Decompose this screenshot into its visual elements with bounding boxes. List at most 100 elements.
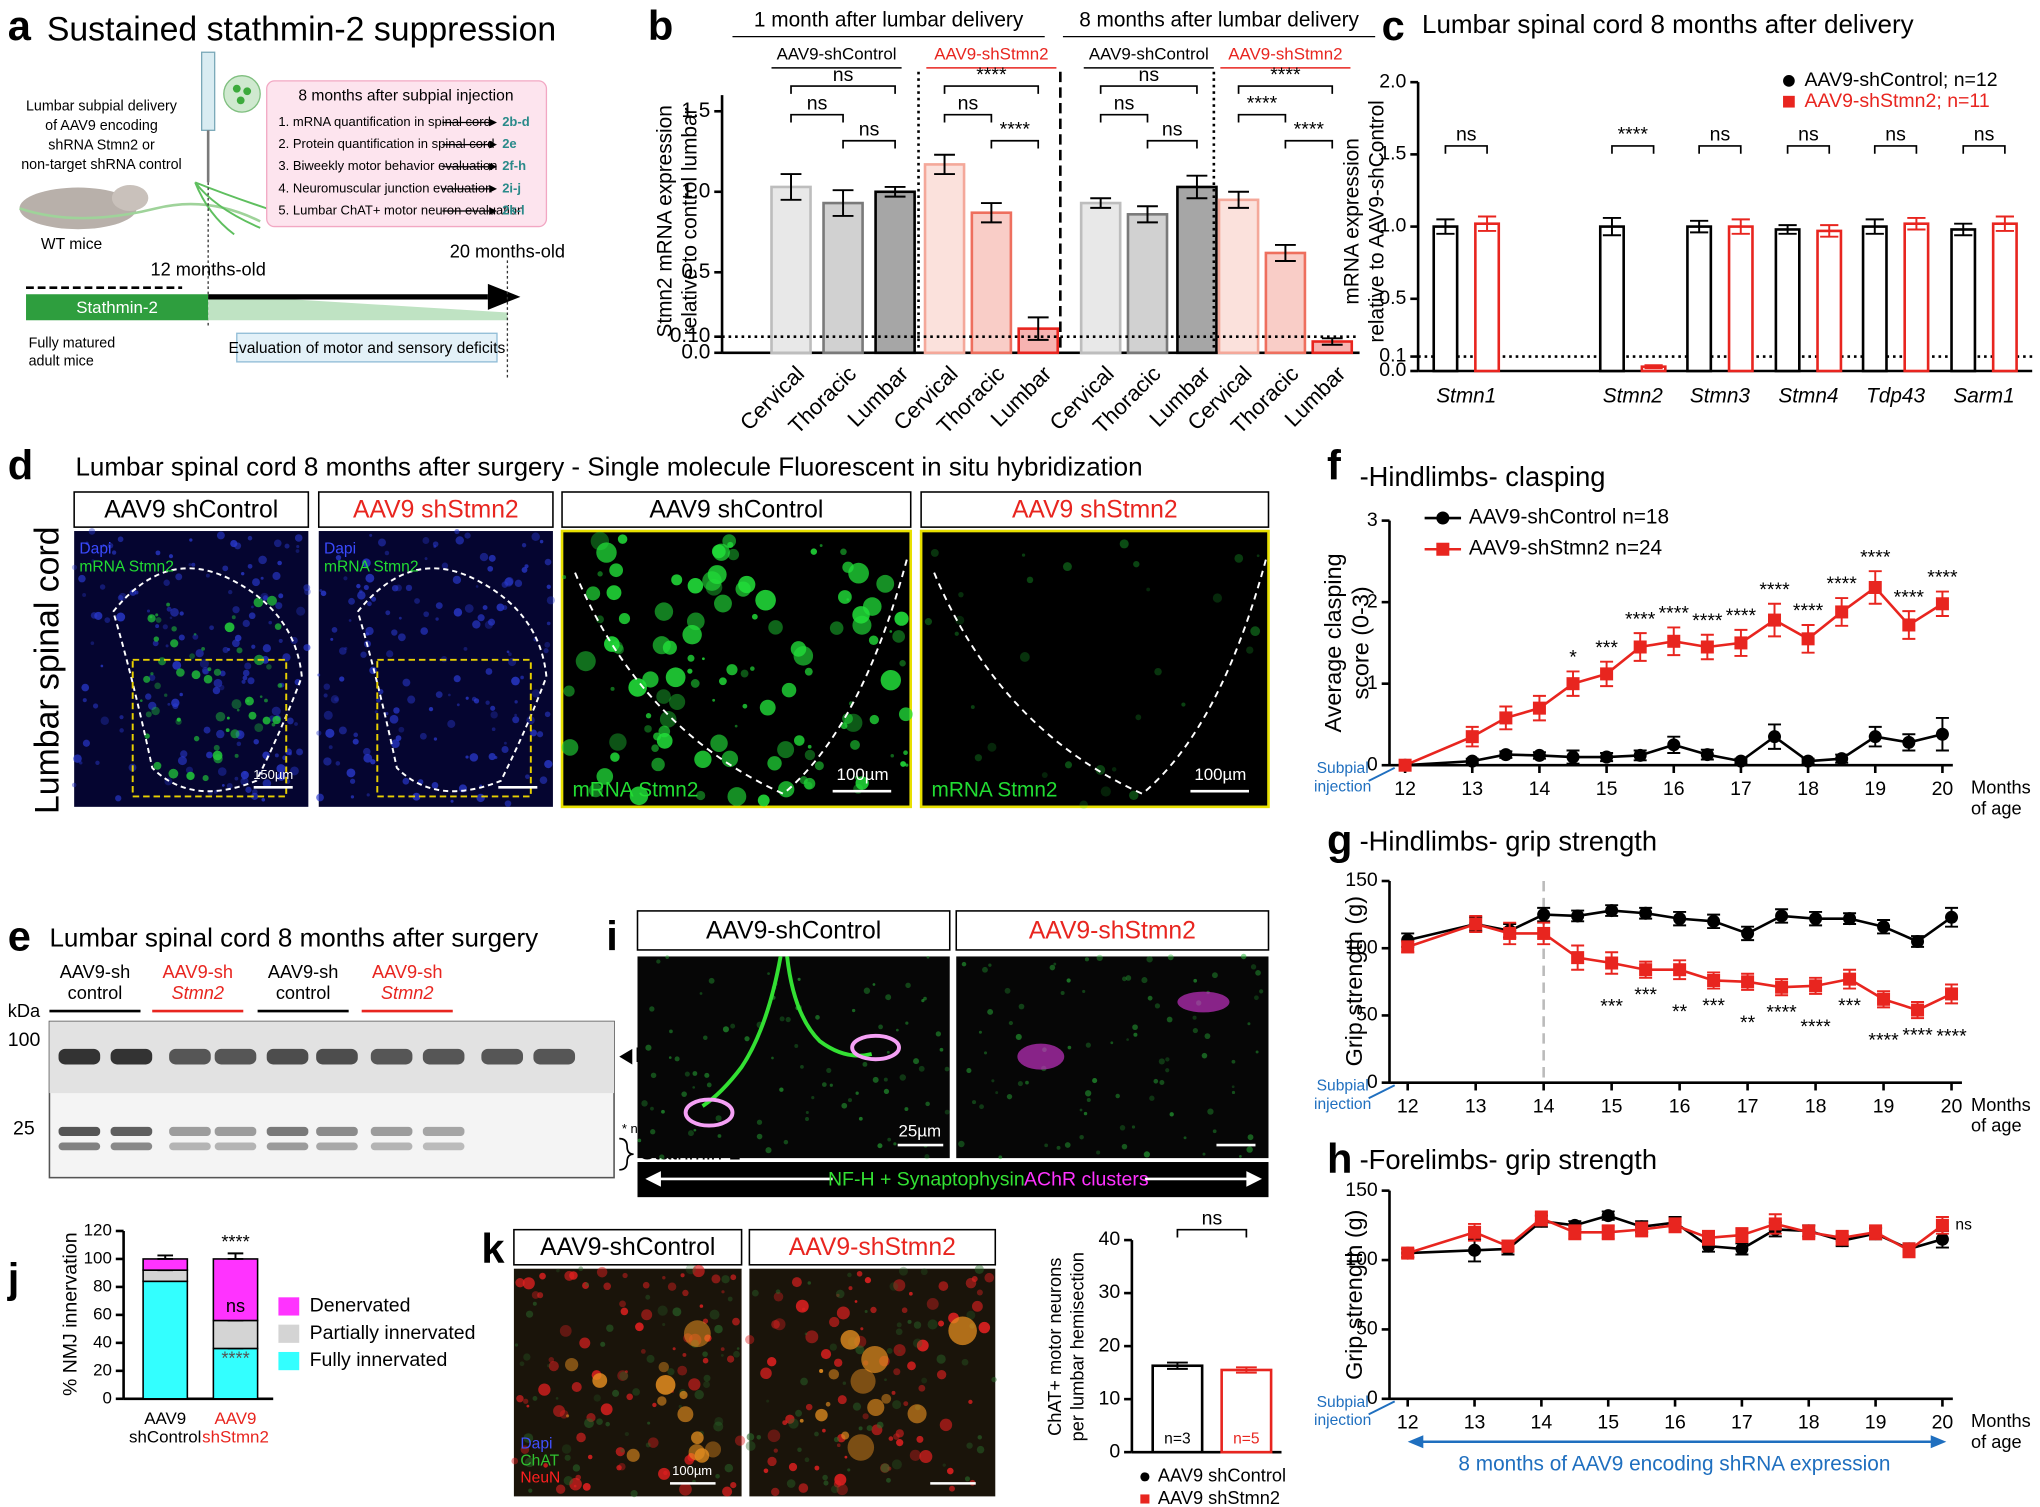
point bbox=[1741, 926, 1755, 940]
cell bbox=[463, 646, 468, 651]
channel-label: Dapi bbox=[79, 540, 111, 557]
legend-marker bbox=[1140, 1472, 1150, 1482]
point bbox=[1700, 640, 1714, 654]
group-title: 1 month after lumbar delivery bbox=[754, 9, 1024, 32]
cell bbox=[1154, 1003, 1161, 1009]
cell bbox=[175, 573, 183, 581]
significance-label: ns bbox=[1456, 124, 1477, 146]
cell bbox=[224, 622, 235, 633]
cell bbox=[82, 739, 90, 747]
cell bbox=[798, 1483, 809, 1493]
significance-bracket bbox=[1176, 1228, 1248, 1238]
cell bbox=[538, 1383, 551, 1396]
cell bbox=[1100, 786, 1111, 797]
point bbox=[1401, 940, 1415, 954]
cell bbox=[334, 697, 339, 702]
y-tick-label: 1.0 bbox=[1379, 215, 1406, 237]
significance-label: **** bbox=[976, 64, 1007, 86]
cell bbox=[927, 1319, 938, 1330]
x-tick-label: 16 bbox=[1664, 1412, 1686, 1434]
cell bbox=[682, 1352, 687, 1357]
chart-title: Lumbar spinal cord 8 months after delive… bbox=[1422, 9, 1914, 39]
cell bbox=[188, 563, 192, 567]
cell bbox=[944, 1066, 950, 1072]
cell bbox=[319, 589, 323, 592]
cord-outline bbox=[574, 559, 908, 795]
cell bbox=[692, 1264, 705, 1278]
y-tick-label: 40 bbox=[93, 1332, 112, 1351]
cell bbox=[635, 1322, 644, 1332]
cell bbox=[889, 630, 893, 633]
x-axis-label: of age bbox=[1971, 1116, 2022, 1136]
lane-label: AAV9-sh bbox=[268, 962, 338, 982]
cell bbox=[531, 532, 540, 541]
band bbox=[316, 1126, 358, 1136]
cell bbox=[912, 1338, 923, 1348]
stathmin-decline bbox=[208, 294, 508, 321]
cell bbox=[350, 795, 355, 799]
cell bbox=[215, 711, 226, 722]
bar-segment bbox=[142, 1280, 189, 1400]
lane-label: AAV9-sh bbox=[372, 962, 442, 982]
significance-bracket bbox=[1099, 113, 1149, 123]
cell bbox=[688, 1378, 701, 1391]
cell bbox=[472, 620, 481, 629]
bar bbox=[822, 201, 864, 355]
cell bbox=[488, 752, 496, 761]
cell bbox=[901, 1307, 908, 1314]
cell bbox=[785, 1414, 795, 1424]
band bbox=[316, 1048, 358, 1065]
cell bbox=[1095, 765, 1106, 775]
cell bbox=[938, 1281, 949, 1291]
error-bar bbox=[1228, 190, 1249, 209]
cell bbox=[609, 563, 624, 578]
injection-label: injection bbox=[1314, 1412, 1371, 1429]
cell bbox=[751, 1289, 759, 1297]
cell bbox=[487, 565, 494, 572]
significance-bracket bbox=[943, 85, 1040, 94]
cell bbox=[1146, 956, 1153, 963]
step: 1. mRNA quantification in spinal cord bbox=[278, 114, 490, 129]
cell bbox=[261, 797, 266, 802]
cell bbox=[898, 1349, 901, 1353]
cell bbox=[626, 1393, 633, 1401]
cell bbox=[822, 1474, 828, 1481]
cell bbox=[757, 794, 770, 807]
cell bbox=[884, 1378, 887, 1382]
cell bbox=[767, 1429, 781, 1443]
cell bbox=[921, 999, 925, 1003]
point bbox=[1566, 750, 1580, 764]
cell bbox=[584, 1418, 594, 1429]
cell bbox=[247, 677, 255, 685]
y-tick-label: 0 bbox=[1109, 1440, 1120, 1462]
cell bbox=[546, 584, 551, 589]
span-label: 8 months of AAV9 encoding shRNA expressi… bbox=[1458, 1453, 1890, 1476]
cell bbox=[245, 786, 252, 793]
cell bbox=[555, 1484, 566, 1494]
header-box bbox=[920, 491, 1270, 528]
cell bbox=[886, 1050, 890, 1054]
cell bbox=[385, 610, 391, 616]
cell bbox=[145, 711, 152, 718]
cell bbox=[626, 1448, 640, 1462]
cell bbox=[90, 641, 95, 646]
bar-segment bbox=[142, 1258, 189, 1271]
cell bbox=[846, 598, 850, 601]
significance-label: **** bbox=[1868, 1029, 1899, 1051]
cell bbox=[687, 654, 695, 662]
cell bbox=[706, 1082, 712, 1088]
legend-label: Partially innervated bbox=[310, 1322, 476, 1344]
cell bbox=[179, 611, 184, 616]
bar-label: Stathmin-2 bbox=[76, 298, 158, 317]
point bbox=[1768, 730, 1782, 744]
y-tick-label: 150 bbox=[1345, 869, 1378, 891]
legend-label: AAV9-shControl n=18 bbox=[1469, 506, 1669, 529]
cell bbox=[903, 1401, 909, 1407]
cell bbox=[656, 959, 661, 964]
cell bbox=[1129, 790, 1139, 801]
cell bbox=[663, 1470, 668, 1476]
cell bbox=[596, 542, 617, 563]
cell bbox=[618, 1462, 626, 1471]
cell bbox=[1082, 989, 1086, 994]
x-tick-label: 12 bbox=[1397, 1096, 1419, 1118]
